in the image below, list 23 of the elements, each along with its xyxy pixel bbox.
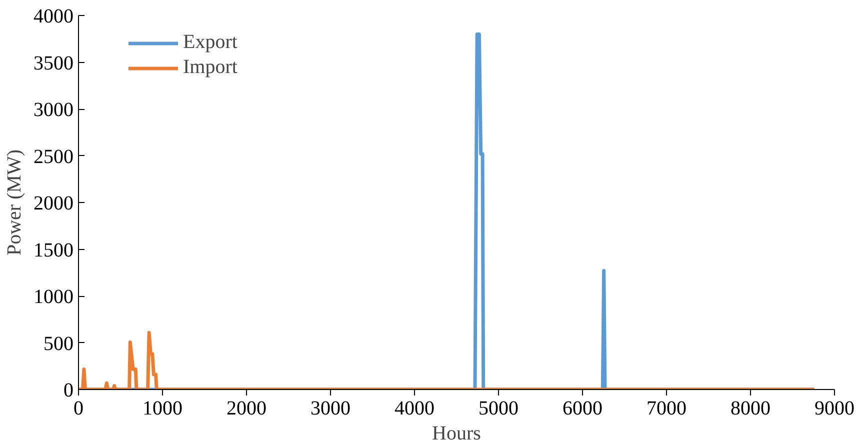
x-tick-label: 6000 xyxy=(562,398,602,420)
x-tick-label: 8000 xyxy=(730,398,770,420)
x-tick-label: 3000 xyxy=(310,398,350,420)
x-axis-title: Hours xyxy=(432,422,482,444)
x-tick-label: 7000 xyxy=(646,398,686,420)
y-tick-label: 2500 xyxy=(34,146,74,168)
y-tick-label: 1500 xyxy=(34,239,74,262)
y-tick-label: 500 xyxy=(44,332,74,355)
legend-label: Import xyxy=(183,56,238,79)
y-tick-label: 2000 xyxy=(34,192,74,214)
y-tick-label: 1000 xyxy=(34,286,74,308)
y-tick-label: 3000 xyxy=(34,99,74,121)
legend-label: Export xyxy=(183,31,238,54)
x-tick-label: 2000 xyxy=(226,398,266,420)
x-tick-label: 1000 xyxy=(142,398,182,420)
x-tick-label: 5000 xyxy=(478,398,518,420)
y-tick-label: 3500 xyxy=(34,52,74,74)
y-axis-title: Power (MW) xyxy=(4,149,26,256)
line-series xyxy=(78,330,816,390)
y-tick-label: 4000 xyxy=(34,6,74,28)
y-tick-label: 0 xyxy=(64,380,74,402)
x-tick-label: 9000 xyxy=(814,398,854,420)
x-tick-label: 4000 xyxy=(394,398,434,420)
